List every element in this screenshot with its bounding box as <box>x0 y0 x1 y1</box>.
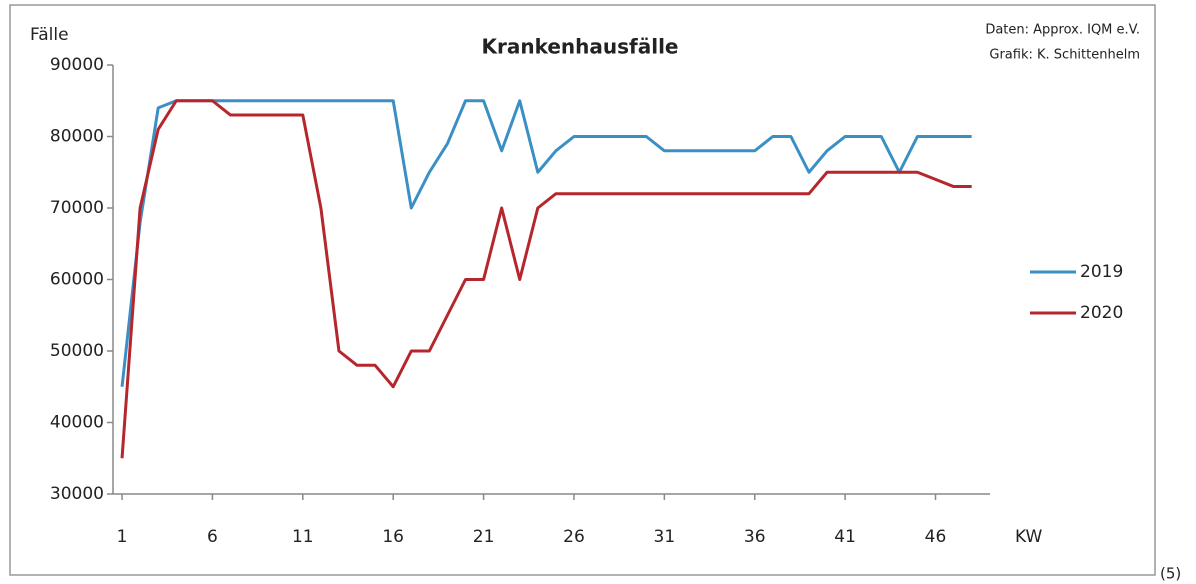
y-tick-label: 50000 <box>50 341 104 361</box>
y-tick-label: 40000 <box>50 413 104 433</box>
x-tick-label: 26 <box>563 527 585 547</box>
series-line <box>120 99 972 459</box>
x-tick-label: 41 <box>834 527 856 547</box>
legend-label: 2020 <box>1080 303 1123 323</box>
x-tick-label: 21 <box>473 527 495 547</box>
x-tick-label: 11 <box>292 527 314 547</box>
y-tick-label: 80000 <box>50 127 104 147</box>
chart-title: Krankenhausfälle <box>481 35 678 59</box>
y-axis-label: Fälle <box>30 25 69 45</box>
x-tick-label: 31 <box>654 527 676 547</box>
x-axis-label: KW <box>1015 527 1043 547</box>
series-line <box>120 99 972 387</box>
x-tick-label: 6 <box>207 527 218 547</box>
x-tick-label: 36 <box>744 527 766 547</box>
y-tick-label: 60000 <box>50 270 104 290</box>
x-tick-label: 1 <box>117 527 128 547</box>
x-tick-label: 46 <box>925 527 947 547</box>
annotation: Grafik: K. Schittenhelm <box>989 48 1140 63</box>
legend-label: 2019 <box>1080 262 1123 282</box>
footnote: (5) <box>1160 565 1181 583</box>
y-tick-label: 90000 <box>50 55 104 75</box>
y-tick-label: 70000 <box>50 198 104 218</box>
annotation: Daten: Approx. IQM e.V. <box>985 23 1140 38</box>
y-tick-label: 30000 <box>50 484 104 504</box>
x-tick-label: 16 <box>382 527 404 547</box>
chart-border <box>9 4 1156 576</box>
